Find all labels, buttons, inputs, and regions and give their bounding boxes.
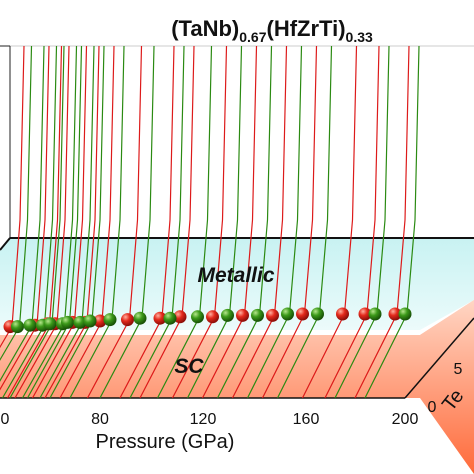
- red-resistance-curve: [324, 45, 380, 399]
- red-tc-point: [236, 308, 249, 322]
- green-resistance-curve: [129, 45, 185, 399]
- green-resistance-curve: [9, 45, 65, 399]
- x-tick-labels: 0 80 120 160 200: [1, 411, 419, 428]
- red-resistance-curve: [6, 45, 63, 399]
- green-resistance-curve: [216, 45, 273, 399]
- red-resistance-curve: [201, 45, 258, 399]
- x-tick-label: 200: [392, 411, 419, 428]
- green-resistance-curve: [26, 45, 83, 399]
- chart-title: (TaNb)0.67(HfZrTi)0.33: [171, 16, 373, 45]
- green-resistance-curve: [69, 45, 125, 399]
- red-resistance-curve: [354, 45, 410, 399]
- red-tc-point: [121, 313, 134, 327]
- green-resistance-curve: [0, 45, 33, 361]
- green-tc-point: [133, 311, 147, 325]
- red-resistance-curve: [44, 45, 100, 399]
- x-axis-label: Pressure (GPa): [96, 431, 235, 453]
- green-tc-point: [398, 307, 412, 321]
- green-resistance-curve: [364, 45, 420, 399]
- metallic-left-edge: [0, 237, 11, 251]
- green-resistance-curve: [334, 45, 390, 399]
- below-floor-area: [0, 398, 474, 474]
- green-tc-point: [103, 313, 117, 327]
- green-tc-point: [221, 308, 234, 322]
- green-tc-point: [43, 317, 57, 331]
- red-tc-point: [93, 314, 107, 328]
- red-tc-point: [206, 310, 219, 324]
- metallic-region: [0, 238, 474, 330]
- green-tc-point: [73, 315, 87, 329]
- green-tc-point: [368, 307, 382, 321]
- red-tc-point: [336, 307, 349, 321]
- z-tick-label: 0: [428, 399, 437, 416]
- red-tc-point: [296, 307, 309, 321]
- red-resistance-curve: [31, 45, 88, 399]
- z-tick-label: 5: [454, 361, 463, 378]
- red-resistance-curve: [171, 45, 228, 399]
- green-tc-point: [61, 315, 74, 329]
- green-resistance-curve: [186, 45, 243, 399]
- red-resistance-curve: [59, 45, 115, 399]
- green-tc-point: [11, 320, 24, 334]
- green-tc-point: [23, 318, 37, 332]
- red-resistance-curve: [0, 45, 25, 349]
- green-tc-point: [251, 308, 264, 322]
- red-resistance-curve: [0, 45, 50, 391]
- red-tc-point: [388, 307, 402, 321]
- green-resistance-curve: [1, 45, 58, 399]
- green-tc-point: [311, 307, 324, 321]
- green-resistance-curve: [0, 45, 45, 382]
- resistance-curves: [0, 45, 420, 399]
- green-tc-point: [163, 311, 177, 325]
- red-resistance-curve: [301, 45, 358, 399]
- x-tick-label: 0: [1, 411, 10, 428]
- green-resistance-curve: [246, 45, 303, 399]
- green-tc-point: [83, 314, 97, 328]
- x-tick-label: 120: [190, 411, 217, 428]
- red-tc-point: [358, 307, 372, 321]
- green-resistance-curve: [99, 45, 155, 399]
- green-tc-point: [281, 307, 294, 321]
- sc-region-front: [0, 300, 474, 474]
- z-tick-labels: 05: [428, 361, 463, 416]
- x-tick-label: 80: [91, 411, 109, 428]
- green-resistance-curve: [49, 45, 105, 399]
- red-tc-point: [153, 311, 167, 325]
- green-resistance-curve: [21, 45, 78, 399]
- red-resistance-curve: [231, 45, 288, 399]
- red-tc-point: [173, 310, 187, 324]
- red-resistance-curve: [86, 45, 143, 399]
- red-resistance-curve: [261, 45, 318, 399]
- tc-data-points: [3, 307, 412, 334]
- red-tc-point: [266, 308, 279, 322]
- red-resistance-curve: [119, 45, 175, 399]
- z-axis-line: [404, 317, 474, 399]
- red-resistance-curve: [14, 45, 70, 399]
- green-tc-point: [191, 310, 204, 324]
- x-tick-label: 160: [293, 411, 320, 428]
- sc-label: SC: [174, 355, 204, 378]
- green-resistance-curve: [39, 45, 95, 399]
- red-resistance-curve: [139, 45, 195, 399]
- green-resistance-curve: [276, 45, 333, 399]
- green-resistance-curve: [156, 45, 213, 399]
- metallic-label: Metallic: [197, 264, 274, 287]
